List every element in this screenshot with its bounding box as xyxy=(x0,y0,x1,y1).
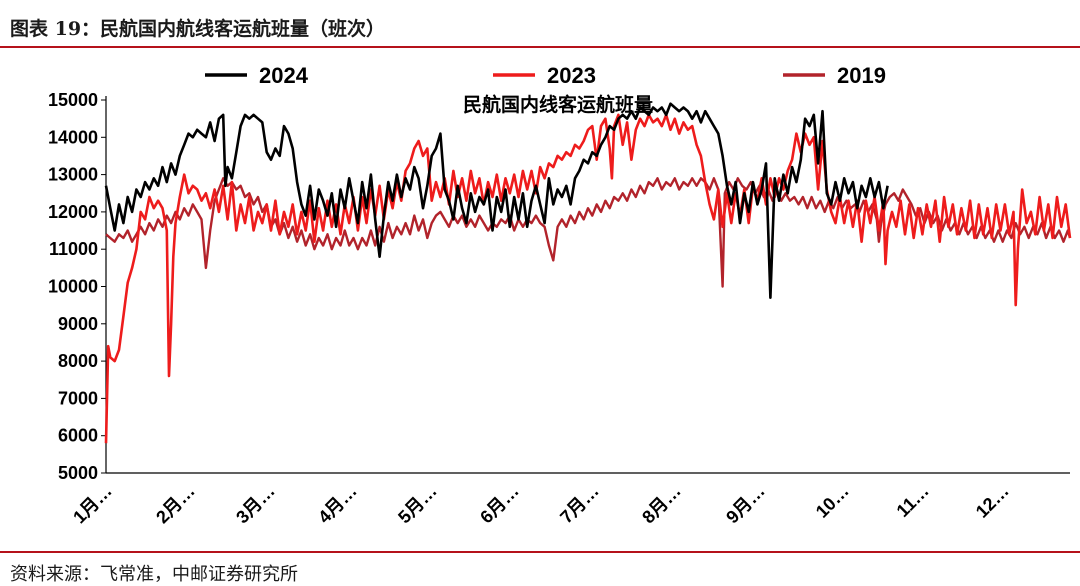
x-tick-label: 8月… xyxy=(638,481,685,528)
series-line-2024 xyxy=(104,102,889,299)
x-tick-label: 12… xyxy=(972,481,1013,522)
chart-title: 民航国内线客运航班量 xyxy=(463,93,653,116)
x-tick-label: 1月… xyxy=(69,481,116,528)
legend: 2024 2023 2019 xyxy=(205,63,886,88)
series-line-2023 xyxy=(104,113,1072,444)
x-tick-label: 4月… xyxy=(314,481,361,528)
series-line-2019 xyxy=(105,177,1072,288)
figure-title: 图表 19：民航国内航线客运航班量（班次） xyxy=(10,18,386,40)
x-tick-label: 6月… xyxy=(476,481,523,528)
y-tick-label: 9000 xyxy=(58,314,98,334)
series-layer xyxy=(104,102,1072,444)
top-rule xyxy=(0,46,1080,48)
x-tick-label: 5月… xyxy=(394,481,441,528)
y-tick-label: 8000 xyxy=(58,351,98,371)
y-tick-label: 11000 xyxy=(49,239,98,259)
x-tick-label: 9月… xyxy=(722,481,769,528)
y-tick-label: 6000 xyxy=(58,426,98,446)
source-note: 资料来源：飞常准，中邮证券研究所 xyxy=(10,564,298,585)
legend-label-2024: 2024 xyxy=(259,63,309,88)
x-tick-label: 10… xyxy=(812,481,853,522)
x-tick-label: 11… xyxy=(893,481,933,521)
legend-label-2019: 2019 xyxy=(837,63,886,88)
legend-label-2023: 2023 xyxy=(547,63,596,88)
y-tick-label: 10000 xyxy=(48,277,98,297)
x-tick-label: 3月… xyxy=(232,481,279,528)
y-tick-label: 12000 xyxy=(48,202,98,222)
bottom-rule xyxy=(0,551,1080,553)
y-tick-label: 13000 xyxy=(48,165,98,185)
x-tick-label: 7月… xyxy=(556,481,603,528)
y-tick-label: 14000 xyxy=(48,127,98,147)
y-tick-label: 15000 xyxy=(48,90,98,110)
y-tick-label: 7000 xyxy=(58,388,98,408)
y-tick-label: 5000 xyxy=(58,463,98,483)
x-tick-label: 2月… xyxy=(152,481,199,528)
